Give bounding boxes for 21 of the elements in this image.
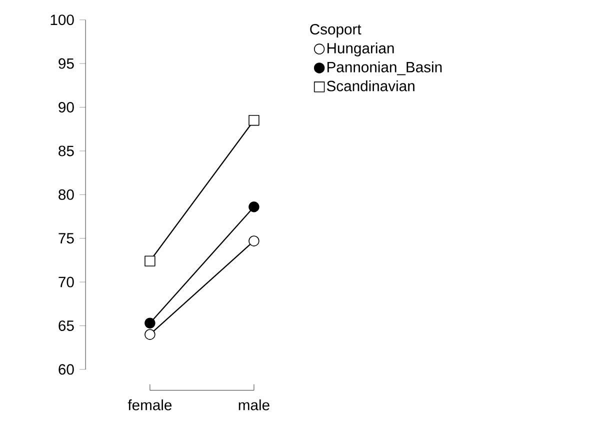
y-tick-label: 70 (58, 276, 74, 288)
y-tick-label: 80 (58, 189, 74, 200)
point (144, 256, 156, 266)
x-tick-label: male (238, 399, 270, 410)
legend-label: Scandinavian (326, 80, 414, 92)
point (248, 236, 260, 246)
y-tick-label: 100 (50, 14, 74, 26)
y-tick-label: 85 (58, 146, 74, 156)
y-tick-label: 65 (58, 320, 74, 331)
y-tick-label: 75 (58, 233, 74, 244)
y-tick-label: 60 (58, 364, 74, 375)
x-tick-label: female (128, 399, 172, 410)
legend-label: Hungarian (327, 42, 394, 56)
y-tick-label: 95 (58, 58, 74, 69)
legend-title: Csoport (310, 24, 362, 38)
point (144, 329, 156, 340)
point (248, 202, 260, 212)
point (248, 115, 260, 126)
point (144, 318, 156, 328)
y-tick-label: 90 (58, 102, 74, 113)
legend-label: Pannonian_Basin (327, 61, 442, 76)
